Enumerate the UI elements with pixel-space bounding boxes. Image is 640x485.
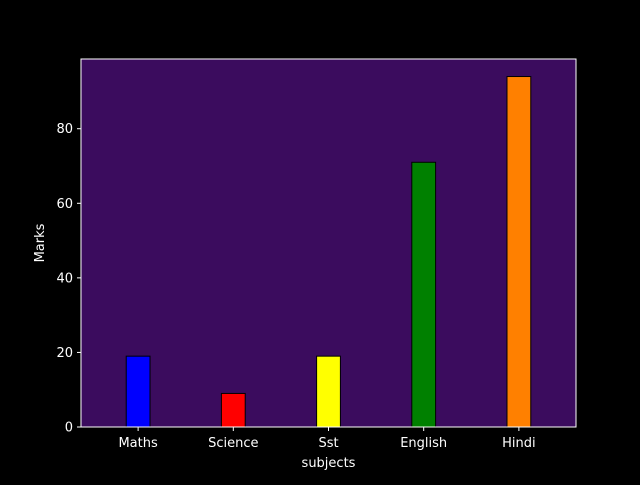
y-tick-label: 40: [56, 271, 73, 286]
x-axis-ticks: Maths Science Sst English Hindi: [118, 427, 536, 451]
bar-sst: [316, 355, 341, 428]
x-tick-label-english: English: [400, 436, 447, 451]
x-tick-label-hindi: Hindi: [502, 436, 536, 451]
y-axis-label: Marks: [33, 223, 48, 262]
x-axis-label: subjects: [302, 456, 356, 471]
y-tick-label: 0: [65, 421, 73, 436]
bar-english: [411, 161, 437, 428]
y-tick-label: 60: [56, 197, 73, 212]
bar-hindi: [506, 76, 532, 428]
y-axis-ticks: 0 20 40 60 80: [56, 122, 81, 436]
x-tick-label-science: Science: [208, 436, 258, 451]
y-tick-label: 80: [56, 122, 73, 137]
x-tick-label-sst: Sst: [318, 436, 338, 451]
bars-group: [125, 76, 532, 428]
x-tick-label-maths: Maths: [118, 436, 158, 451]
bar-science: [220, 392, 246, 428]
y-tick-label: 20: [56, 346, 73, 361]
bar-maths: [125, 355, 151, 428]
